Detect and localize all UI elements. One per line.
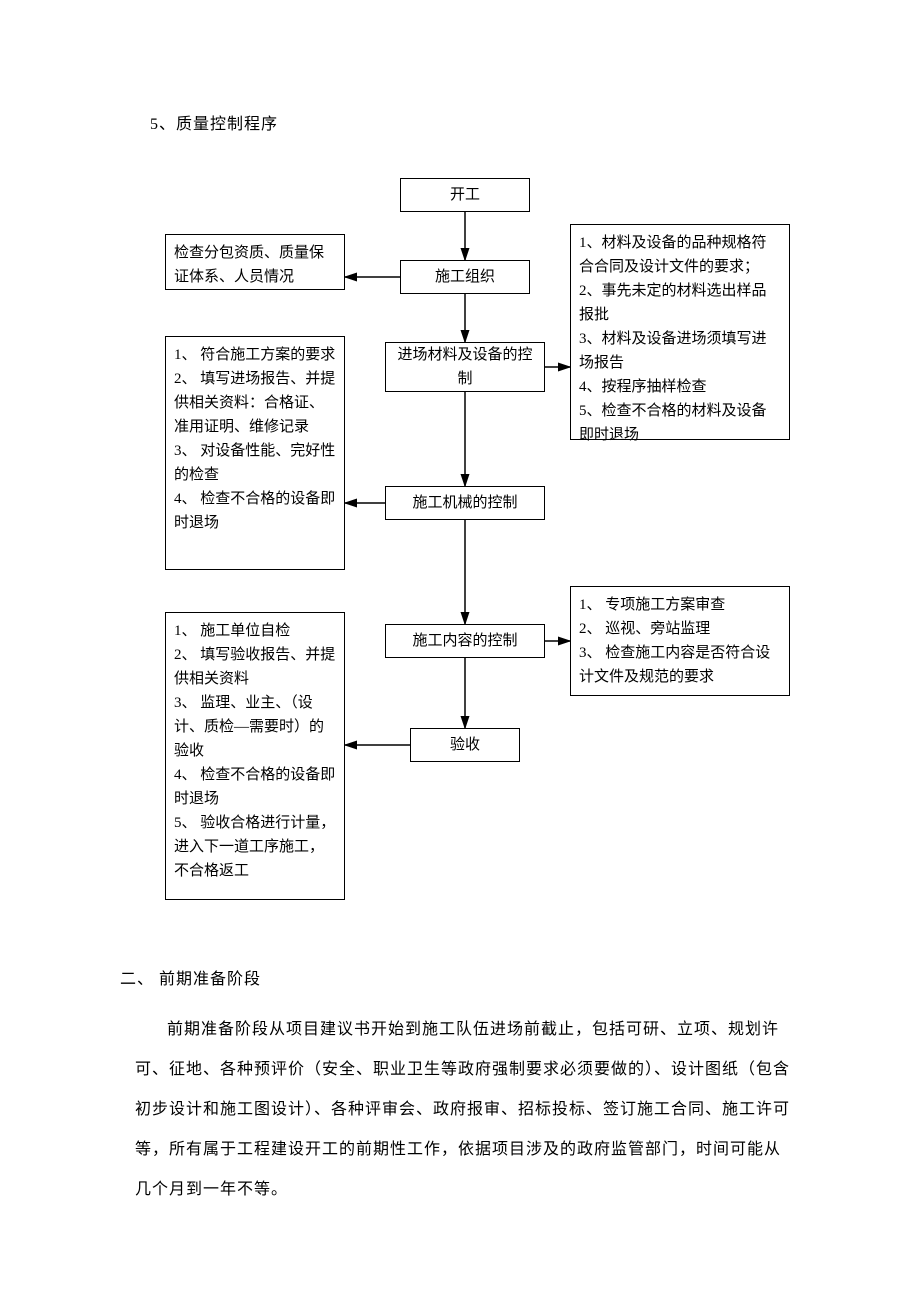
flowchart-container: 开工施工组织进场材料及设备的控制施工机械的控制施工内容的控制验收 检查分包资质、质… [0, 160, 920, 960]
flow-node-n3: 进场材料及设备的控制 [385, 342, 545, 392]
flow-node-n2: 施工组织 [400, 260, 530, 294]
flow-node-n6: 验收 [410, 728, 520, 762]
heading-5: 5、质量控制程序 [150, 110, 278, 134]
flow-node-s3: 1、 施工单位自检2、 填写验收报告、并提供相关资料3、 监理、业主、（设计、质… [165, 612, 345, 900]
flow-node-n5: 施工内容的控制 [385, 624, 545, 658]
paragraph-body: 前期准备阶段从项目建议书开始到施工队伍进场前截止，包括可研、立项、规划许可、征地… [135, 1010, 795, 1210]
flow-node-r2: 1、 专项施工方案审查2、 巡视、旁站监理3、 检查施工内容是否符合设计文件及规… [570, 586, 790, 696]
heading-2: 二、 前期准备阶段 [120, 965, 261, 989]
flow-node-n1: 开工 [400, 178, 530, 212]
flow-node-s1: 检查分包资质、质量保证体系、人员情况 [165, 234, 345, 290]
flow-node-n4: 施工机械的控制 [385, 486, 545, 520]
flow-node-s2: 1、 符合施工方案的要求2、 填写进场报告、并提供相关资料：合格证、准用证明、维… [165, 336, 345, 570]
flow-node-r1: 1、材料及设备的品种规格符合合同及设计文件的要求；2、事先未定的材料选出样品报批… [570, 224, 790, 440]
